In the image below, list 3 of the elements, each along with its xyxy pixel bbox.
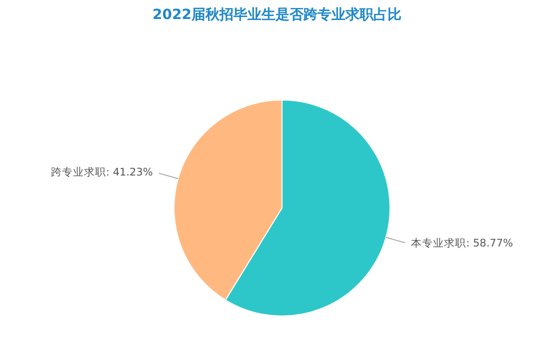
chart-title: 2022届秋招毕业生是否跨专业求职占比	[152, 6, 402, 24]
slice-label: 本专业求职: 58.77%	[411, 236, 514, 250]
slice-label: 跨专业求职: 41.23%	[50, 166, 153, 179]
